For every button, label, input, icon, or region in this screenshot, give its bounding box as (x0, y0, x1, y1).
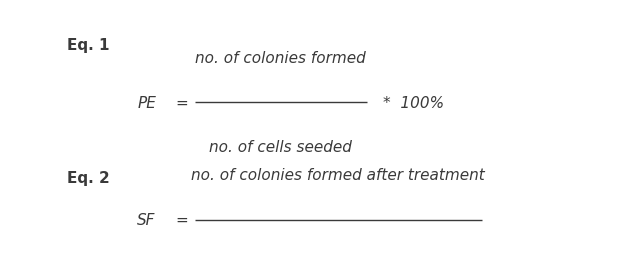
Text: no. of colonies formed after treatment: no. of colonies formed after treatment (191, 168, 485, 183)
Text: =: = (175, 212, 188, 227)
Text: no. of colonies formed: no. of colonies formed (195, 51, 366, 66)
Text: =: = (175, 96, 188, 110)
Text: Eq. 1: Eq. 1 (67, 38, 110, 53)
Text: SF: SF (137, 212, 156, 227)
Text: PE: PE (137, 96, 156, 110)
Text: Eq. 2: Eq. 2 (67, 170, 110, 185)
Text: *  100%: * 100% (383, 96, 444, 110)
Text: no. of cells seeded: no. of cells seeded (209, 140, 352, 155)
